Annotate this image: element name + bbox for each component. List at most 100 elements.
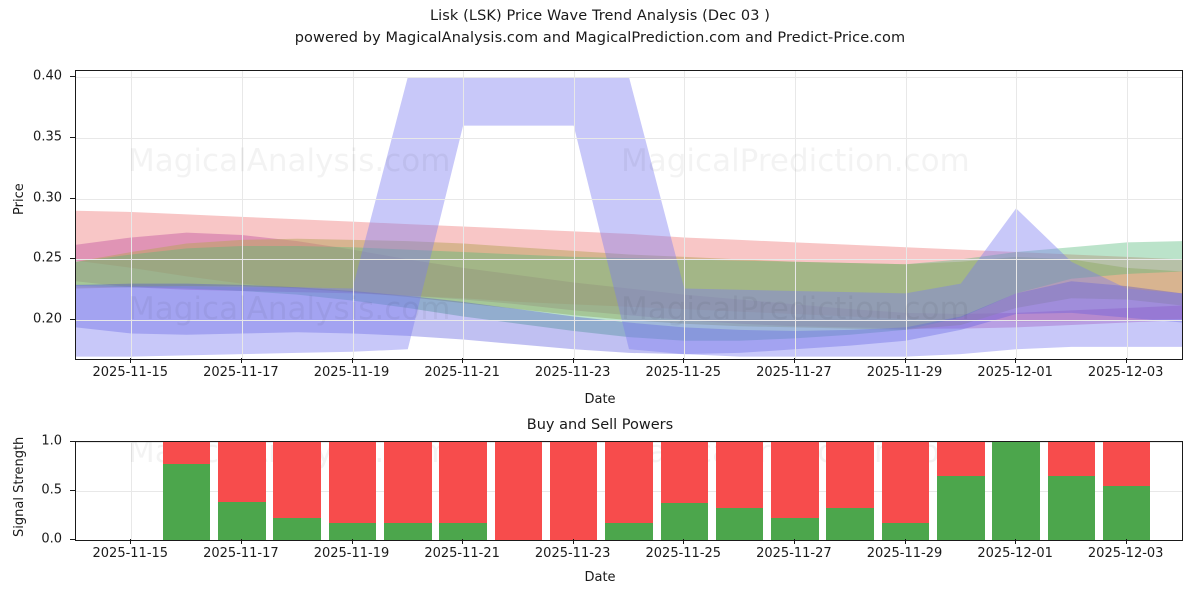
x-tick-label: 2025-11-17 [203,546,279,561]
y-tick-mark [70,197,75,199]
sell-power-bar[interactable] [715,442,764,508]
x-tick-mark [462,539,464,544]
x-tick-mark [793,539,795,544]
sell-power-bar[interactable] [218,442,266,502]
buy-power-bar[interactable] [273,518,321,540]
buy-power-bar[interactable] [992,442,1040,540]
x-tick-label: 2025-11-29 [866,365,943,380]
bar-stack[interactable] [549,442,598,540]
x-tick-mark [572,539,574,544]
y-tick-label: 0.20 [33,311,62,327]
buy-power-bar[interactable] [328,523,377,540]
bar-stack[interactable] [328,442,377,540]
gridline [76,137,1182,139]
page-subtitle: powered by MagicalAnalysis.com and Magic… [294,30,906,46]
buy-power-bar[interactable] [826,507,874,540]
subplot-title: Buy and Sell Powers [526,417,674,433]
wave-band [76,77,1182,357]
x-tick-label: 2025-12-01 [977,365,1053,380]
x-tick-mark [1125,358,1127,363]
gridline [905,71,907,359]
bar-stack[interactable] [826,442,874,540]
sell-power-bar[interactable] [881,442,930,524]
x-tick-label: 2025-11-19 [313,365,390,380]
gridline [1016,71,1018,359]
power-y-axis-label: Signal Strength [12,436,27,537]
y-tick-mark [70,319,75,321]
sell-power-bar[interactable] [384,442,432,524]
buy-power-bar[interactable] [660,502,709,540]
y-tick-label: 0.5 [41,482,62,498]
x-tick-label: 2025-11-27 [756,546,832,561]
buy-power-bar[interactable] [1047,476,1096,540]
buy-power-bar[interactable] [715,507,764,540]
price-y-axis-label: Price [12,183,27,215]
sell-power-bar[interactable] [660,442,709,503]
x-tick-label: 2025-12-03 [1087,546,1164,561]
x-tick-mark [793,358,795,363]
gridline [1126,71,1128,359]
x-tick-mark [572,358,574,363]
buy-power-bar[interactable] [439,523,487,540]
buy-power-bar[interactable] [605,523,653,540]
x-tick-mark [904,358,906,363]
buy-power-bar[interactable] [1102,486,1151,540]
y-tick-label: 0.0 [41,531,62,547]
sell-power-bar[interactable] [439,442,487,524]
sell-power-bar[interactable] [549,442,598,540]
bar-stack[interactable] [494,442,543,540]
bar-stack[interactable] [384,442,432,540]
sell-power-bar[interactable] [937,442,985,477]
y-tick-mark [70,490,75,491]
sell-power-bar[interactable] [771,442,819,519]
bar-stack[interactable] [605,442,653,540]
x-tick-label: 2025-11-29 [866,546,943,561]
gridline [76,320,1182,322]
x-tick-label: 2025-11-23 [534,546,611,561]
x-tick-mark [683,358,685,363]
buy-power-bar[interactable] [218,501,266,540]
bar-stack[interactable] [937,442,985,540]
bar-stack[interactable] [771,442,819,540]
y-tick-label: 0.25 [33,250,62,266]
bar-stack[interactable] [273,442,321,540]
x-tick-label: 2025-11-21 [424,365,500,380]
gridline [463,71,465,359]
sell-power-bar[interactable] [1047,442,1096,477]
x-tick-mark [1015,358,1017,363]
y-tick-label: 1.0 [41,433,62,449]
y-tick-mark [70,258,75,260]
price-wave-plot-area: MagicalAnalysis.com MagicalPrediction.co… [75,70,1183,360]
buy-power-bar[interactable] [881,523,930,540]
bar-stack[interactable] [881,442,930,540]
sell-power-bar[interactable] [605,442,653,524]
x-tick-label: 2025-11-21 [424,546,500,561]
gridline [573,71,575,359]
sell-power-bar[interactable] [273,442,321,519]
x-tick-label: 2025-11-15 [92,365,169,380]
gridline [241,71,243,359]
sell-power-bar[interactable] [1102,442,1151,487]
bar-stack[interactable] [992,442,1040,540]
buy-power-bar[interactable] [771,518,819,540]
sell-power-bar[interactable] [328,442,377,524]
sell-power-bar[interactable] [162,442,211,464]
buy-sell-plot-area: MagicalAnalysis.com MagicalPrediction.co… [75,441,1183,541]
buy-power-bar[interactable] [384,523,432,540]
sell-power-bar[interactable] [494,442,543,540]
sell-power-bar[interactable] [826,442,874,508]
gridline [131,442,133,540]
gridline [352,71,354,359]
buy-power-bar[interactable] [162,463,211,540]
bar-stack[interactable] [1102,442,1151,540]
price-x-axis-label: Date [584,392,616,407]
bar-stack[interactable] [218,442,266,540]
bar-stack[interactable] [1047,442,1096,540]
gridline [76,198,1182,200]
bar-stack[interactable] [162,442,211,540]
buy-power-bar[interactable] [937,476,985,540]
bar-stack[interactable] [715,442,764,540]
bar-stack[interactable] [439,442,487,540]
bar-stack[interactable] [660,442,709,540]
